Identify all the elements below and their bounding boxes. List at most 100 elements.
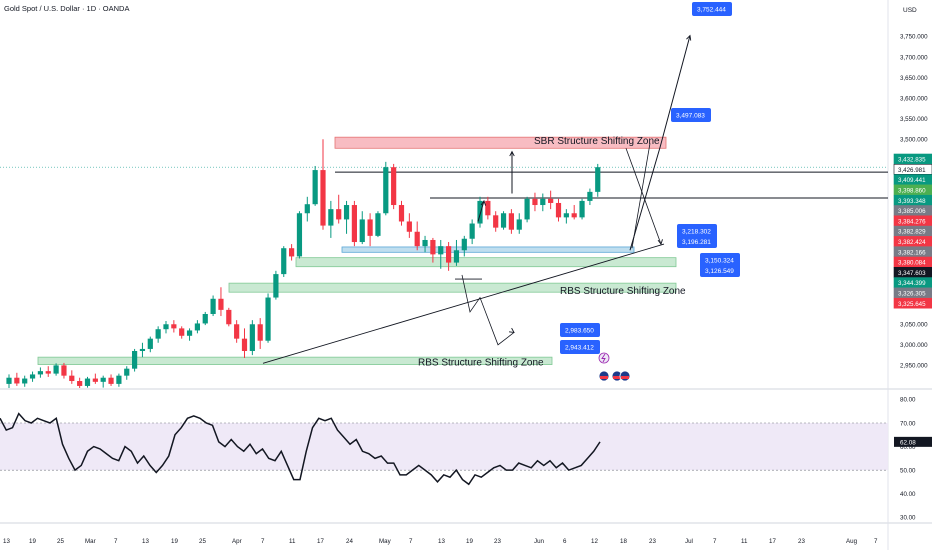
price-badge-text: 3,409.441 — [898, 177, 926, 184]
x-tick-label: 18 — [620, 538, 627, 545]
candle-body — [398, 205, 405, 222]
x-tick-label: 6 — [563, 538, 567, 545]
price-badge — [893, 205, 932, 216]
candle-body — [37, 371, 43, 375]
candle-body — [92, 378, 98, 382]
price-badge — [893, 297, 932, 309]
candle-body — [210, 298, 216, 314]
up-arrow-head — [509, 150, 515, 157]
candle-body — [202, 313, 208, 324]
price-callout-box — [560, 323, 600, 337]
price-badge-text: 3,432.835 — [898, 157, 926, 164]
candle-body — [84, 378, 91, 386]
price-badge-text: 3,382.166 — [898, 249, 926, 256]
x-tick-label: Aug — [846, 538, 858, 545]
candle-body — [328, 209, 334, 226]
rbs-lower-zone-label: RBS Structure Shifting Zone — [418, 357, 544, 368]
candle-body — [343, 205, 350, 220]
candle-body — [336, 209, 342, 220]
x-tick-label: 13 — [142, 538, 149, 545]
projection-up-arrow-head — [686, 34, 692, 41]
candle-body — [414, 231, 420, 247]
candle-body — [22, 378, 28, 384]
price-badge — [893, 236, 932, 247]
green-zone-lower — [37, 356, 553, 365]
x-tick-label: 7 — [874, 538, 878, 545]
candle-body — [186, 330, 193, 336]
candle-body — [532, 198, 538, 206]
price-callout-text: 3,497.083 — [676, 113, 705, 120]
rsi-tick-label: 80.00 — [900, 397, 916, 404]
chart-title: Gold Spot / U.S. Dollar · 1D · OANDA — [4, 4, 130, 13]
x-tick-label: 17 — [769, 538, 776, 545]
candle-body — [139, 348, 146, 351]
blue-zone — [341, 246, 635, 253]
price-badge-text: 3,382.424 — [898, 239, 926, 246]
down-projection-path — [461, 274, 515, 346]
candle-body — [516, 219, 522, 230]
candle-body — [116, 375, 122, 384]
price-callout-text: 3,150.324 — [705, 258, 734, 265]
candle-body — [296, 213, 303, 257]
red-supply-zone — [334, 136, 667, 149]
projection-up-line — [629, 35, 691, 251]
green-zone-mid — [228, 282, 677, 293]
candle-body — [226, 309, 232, 325]
candle-body — [155, 329, 161, 339]
x-tick-label: 24 — [346, 538, 353, 545]
price-badge — [893, 184, 932, 196]
price-badge-text: 3,382.829 — [898, 229, 926, 236]
price-badge-text: 3,385.006 — [898, 208, 926, 215]
candle-body — [249, 324, 255, 351]
price-callout-text: 3,752.444 — [697, 7, 726, 14]
candle-body — [469, 223, 475, 239]
candle-body — [61, 365, 67, 376]
x-tick-label: 7 — [713, 538, 717, 545]
candle-body — [383, 167, 389, 214]
candle-body — [257, 324, 263, 341]
x-tick-label: 23 — [494, 538, 501, 545]
candle-body — [359, 219, 365, 243]
candle-body — [461, 238, 467, 251]
candle-body — [163, 324, 169, 330]
price-badge-text: 3,398.860 — [898, 188, 926, 195]
x-tick-label: Apr — [232, 538, 242, 545]
candle-body — [171, 324, 177, 329]
price-callout-text: 2,943.412 — [565, 345, 594, 352]
x-tick-label: 13 — [3, 538, 10, 545]
projection-down-line — [625, 148, 662, 245]
x-tick-label: Jul — [685, 538, 693, 545]
candle-body — [6, 377, 12, 384]
y-tick-label: 3,650.000 — [900, 75, 928, 82]
y-tick-label: 3,550.000 — [900, 116, 928, 123]
candle-body — [524, 198, 530, 220]
x-tick-label: 25 — [57, 538, 64, 545]
us-flag-stripe-icon — [613, 376, 621, 379]
candle-body — [587, 191, 593, 201]
y-tick-label: 3,050.000 — [900, 322, 928, 329]
price-callout-text: 2,983.650 — [565, 328, 594, 335]
candle-body — [351, 205, 357, 243]
lightning-glyph-icon — [601, 353, 606, 363]
candle-body — [194, 323, 200, 331]
price-callout-box — [560, 340, 600, 354]
candle-body — [77, 381, 83, 386]
down-projection-arrow-head — [508, 327, 515, 334]
candle-body — [540, 198, 546, 206]
candle-body — [579, 200, 585, 218]
price-callout-box — [677, 224, 717, 248]
candle-body — [320, 170, 326, 226]
candle-body — [14, 377, 20, 384]
price-badge-text: 3,380.084 — [898, 260, 926, 267]
rsi-tick-label: 70.00 — [900, 420, 916, 427]
candle-body — [124, 368, 130, 376]
candle-body — [108, 377, 114, 384]
x-tick-label: 19 — [29, 538, 36, 545]
candle-body — [563, 213, 569, 218]
x-tick-label: 19 — [171, 538, 178, 545]
price-callout-text-2: 3,126.549 — [705, 268, 734, 275]
price-badge-text: 3,344.399 — [898, 280, 926, 287]
candle-body — [289, 248, 295, 257]
candle-body — [595, 167, 601, 192]
